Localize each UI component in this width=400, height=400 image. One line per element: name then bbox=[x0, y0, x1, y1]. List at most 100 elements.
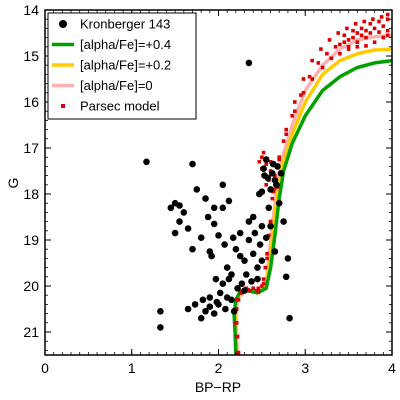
star-point-10 bbox=[184, 305, 192, 313]
parsec-point-19 bbox=[329, 56, 334, 61]
star-point-31 bbox=[219, 280, 227, 288]
star-point-62 bbox=[267, 222, 274, 230]
parsec-point-21 bbox=[346, 47, 351, 51]
star-point-78 bbox=[229, 234, 237, 241]
star-point-84 bbox=[258, 222, 266, 230]
star-point-58 bbox=[262, 156, 270, 163]
star-point-49 bbox=[249, 213, 257, 221]
x-tick-label-1: 1 bbox=[128, 360, 136, 376]
parsec-point-38 bbox=[290, 114, 294, 118]
legend-marker-4 bbox=[61, 104, 65, 108]
parsec-point-90 bbox=[355, 31, 360, 35]
star-point-77 bbox=[210, 220, 218, 228]
parsec-point-67 bbox=[319, 47, 323, 51]
star-point-15 bbox=[197, 234, 205, 241]
star-point-5 bbox=[171, 229, 179, 237]
star-point-7 bbox=[176, 218, 183, 225]
star-point-74 bbox=[284, 255, 292, 262]
parsec-point-74 bbox=[379, 15, 384, 19]
parsec-point-23 bbox=[364, 44, 368, 48]
parsec-point-56 bbox=[247, 288, 252, 293]
star-point-63 bbox=[267, 186, 274, 193]
star-point-39 bbox=[232, 245, 240, 253]
parsec-point-54 bbox=[236, 298, 241, 302]
parsec-point-32 bbox=[260, 284, 264, 288]
parsec-point-66 bbox=[310, 58, 314, 63]
parsec-point-7 bbox=[251, 286, 255, 291]
y-tick-label-19: 19 bbox=[23, 232, 39, 248]
parsec-point-64 bbox=[293, 100, 297, 104]
parsec-point-101 bbox=[372, 40, 377, 44]
y-tick-label-21: 21 bbox=[23, 324, 39, 340]
star-point-69 bbox=[274, 163, 281, 170]
star-point-25 bbox=[210, 204, 218, 212]
star-point-0 bbox=[143, 158, 150, 166]
star-point-26 bbox=[212, 275, 220, 283]
parsec-point-82 bbox=[264, 183, 268, 187]
star-point-9 bbox=[184, 225, 192, 232]
parsec-point-83 bbox=[273, 173, 277, 178]
star-point-11 bbox=[189, 245, 196, 253]
y-tick-label-18: 18 bbox=[23, 186, 39, 202]
parsec-point-62 bbox=[277, 157, 281, 162]
parsec-point-91 bbox=[364, 28, 368, 33]
parsec-point-37 bbox=[281, 139, 286, 143]
star-point-81 bbox=[245, 59, 253, 67]
star-point-51 bbox=[251, 229, 259, 237]
parsec-point-84 bbox=[261, 150, 266, 155]
x-tick-label-4: 4 bbox=[388, 360, 396, 376]
star-point-16 bbox=[197, 314, 205, 322]
star-point-8 bbox=[180, 209, 188, 216]
star-point-82 bbox=[213, 298, 221, 306]
star-point-85 bbox=[254, 275, 261, 283]
parsec-point-9 bbox=[261, 277, 266, 281]
legend-label-4: Parsec model bbox=[80, 99, 160, 114]
parsec-point-20 bbox=[338, 51, 342, 56]
star-point-42 bbox=[238, 280, 246, 288]
star-point-27 bbox=[215, 232, 222, 239]
parsec-point-10 bbox=[265, 252, 269, 256]
x-tick-label-3: 3 bbox=[301, 360, 309, 376]
parsec-point-51 bbox=[235, 334, 240, 339]
isochrone-line-0 bbox=[232, 58, 393, 356]
parsec-point-75 bbox=[385, 12, 390, 17]
star-point-30 bbox=[219, 181, 227, 189]
x-tick-label-0: 0 bbox=[41, 360, 49, 376]
star-point-55 bbox=[258, 188, 266, 195]
parsec-point-73 bbox=[371, 17, 375, 21]
star-point-83 bbox=[225, 275, 233, 283]
parsec-point-22 bbox=[355, 45, 360, 49]
star-point-67 bbox=[271, 248, 279, 255]
parsec-point-99 bbox=[385, 17, 390, 21]
parsec-point-43 bbox=[333, 45, 338, 49]
parsec-point-98 bbox=[377, 19, 381, 24]
parsec-point-95 bbox=[351, 28, 355, 33]
star-point-1 bbox=[157, 308, 164, 315]
parsec-point-40 bbox=[307, 74, 312, 79]
star-point-70 bbox=[275, 199, 283, 207]
star-point-80 bbox=[221, 241, 228, 248]
star-point-45 bbox=[243, 271, 250, 278]
parsec-point-13 bbox=[277, 155, 281, 159]
parsec-point-47 bbox=[368, 31, 373, 35]
star-point-76 bbox=[219, 204, 227, 212]
star-point-2 bbox=[157, 324, 164, 331]
star-point-57 bbox=[260, 165, 267, 172]
star-point-71 bbox=[277, 170, 285, 177]
y-axis-ticks: 14 15 16 17 18 19 20 21 bbox=[23, 2, 392, 351]
parsec-point-18 bbox=[320, 65, 325, 70]
legend-marker-0 bbox=[59, 20, 67, 28]
parsec-point-92 bbox=[372, 26, 377, 31]
star-point-13 bbox=[191, 301, 199, 308]
parsec-point-39 bbox=[299, 93, 303, 97]
star-point-79 bbox=[236, 252, 244, 260]
parsec-point-8 bbox=[256, 286, 261, 291]
star-point-18 bbox=[202, 195, 209, 202]
parsec-point-96 bbox=[359, 26, 364, 31]
star-point-38 bbox=[230, 308, 238, 315]
parsec-point-35 bbox=[270, 196, 275, 201]
star-point-61 bbox=[265, 204, 273, 212]
y-tick-label-20: 20 bbox=[23, 278, 39, 294]
parsec-point-81 bbox=[271, 189, 275, 194]
